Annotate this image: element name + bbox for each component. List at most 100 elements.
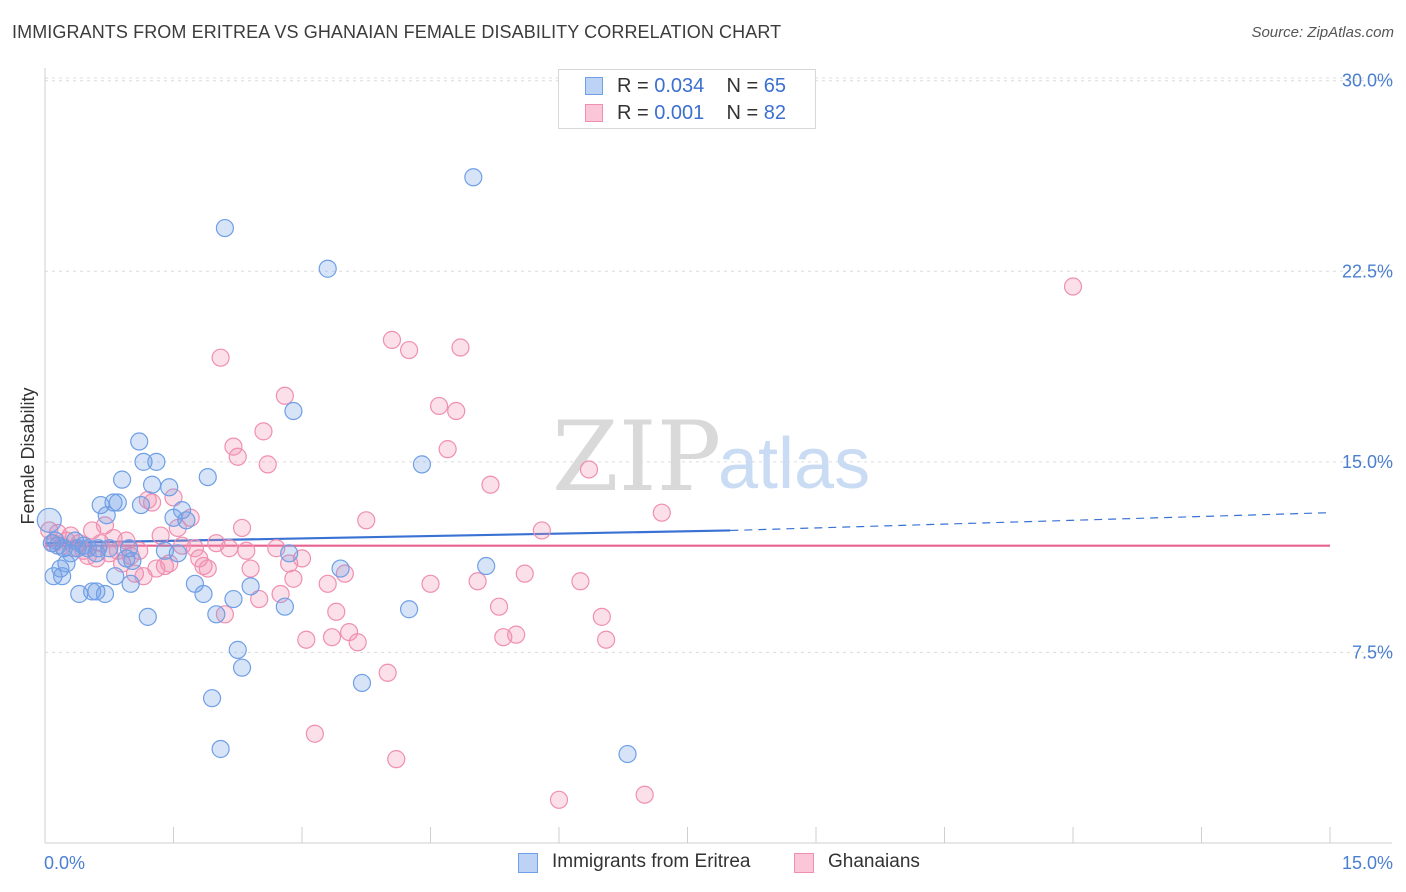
ghanaian-point (652, 503, 671, 522)
ghanaian-point (507, 625, 526, 644)
eritrea-point (142, 475, 162, 494)
ghanaian-point (164, 488, 183, 507)
eritrea-point (172, 501, 192, 520)
ghanaian-point (348, 633, 367, 652)
y-axis-label: Female Disability (18, 387, 38, 524)
eritrea-point (194, 584, 213, 604)
ghanaian-point (421, 574, 440, 593)
ghanaian-point (549, 790, 569, 809)
ghanaian-point (275, 386, 294, 405)
y-tick-label: 30.0% (1342, 71, 1393, 91)
ghanaian-legend-swatch (794, 853, 814, 873)
ghanaian-point (237, 541, 256, 560)
eritrea-point (160, 478, 179, 497)
y-tick-label: 7.5% (1352, 642, 1393, 662)
eritrea-point (177, 511, 196, 530)
eritrea-point (399, 600, 419, 619)
ghanaian-point (250, 589, 269, 609)
ghanaian-point (228, 447, 247, 466)
eritrea-point (207, 605, 226, 624)
eritrea-point (352, 673, 372, 693)
eritrea-point (104, 493, 123, 512)
eritrea-point (147, 452, 166, 471)
watermark: ZIP atlas (552, 401, 870, 513)
source-label: Source: ZipAtlas.com (1251, 24, 1394, 41)
ghanaian-point (232, 518, 252, 538)
ghanaian-point (468, 572, 487, 591)
eritrea-point (108, 493, 127, 512)
ghanaian-point (142, 493, 162, 512)
y-tick-label: 15.0% (1342, 452, 1393, 472)
trend-lines (44, 512, 1331, 547)
ghanaian-point (185, 539, 205, 558)
eritrea-point (121, 574, 140, 593)
eritrea-point (241, 577, 260, 596)
ghanaian-point (241, 559, 260, 578)
eritrea-point (123, 551, 142, 571)
eritrea-trendline-extension (730, 512, 1331, 532)
legend-ghanaian-text: R = 0.001 N = 82 (617, 102, 787, 124)
eritrea-point (51, 559, 70, 578)
eritrea-point (318, 259, 337, 278)
y-tick-label: 22.5% (1342, 261, 1393, 281)
ghanaian-point (305, 724, 324, 743)
ghanaian-point (198, 559, 217, 578)
eritrea-trendline (44, 529, 731, 545)
ghanaian-point (357, 511, 376, 530)
ghanaian-point (438, 440, 457, 459)
eritrea-swatch (585, 77, 603, 95)
eritrea-point (106, 567, 125, 586)
ghanaian-point (579, 460, 599, 479)
ghanaian-point (451, 338, 470, 357)
ghanaian-legend-label: Ghanaians (828, 851, 920, 872)
ghanaian-points (40, 277, 1083, 809)
eritrea-legend-swatch (518, 853, 538, 873)
ghanaian-point (481, 475, 500, 494)
eritrea-point (134, 452, 153, 471)
ghanaian-point (1063, 277, 1083, 296)
ghanaian-point (399, 340, 419, 360)
eritrea-point (198, 467, 217, 487)
ghanaian-point (322, 628, 342, 647)
ghanaian-point (532, 521, 551, 540)
ghanaian-point (635, 785, 654, 804)
axes (44, 68, 1392, 844)
ghanaian-point (387, 750, 406, 769)
ghanaian-point (382, 330, 402, 349)
watermark-atlas: atlas (718, 424, 870, 504)
eritrea-point (464, 168, 483, 187)
eritrea-point (275, 597, 294, 616)
ghanaian-point (429, 396, 449, 416)
ghanaian-point (258, 455, 277, 474)
eritrea-point (87, 544, 106, 563)
ghanaian-point (447, 401, 466, 421)
eritrea-legend-label: Immigrants from Eritrea (552, 851, 751, 872)
eritrea-point (412, 455, 432, 474)
eritrea-point (232, 658, 252, 677)
eritrea-point (57, 554, 76, 573)
x-tick-label: 0.0% (44, 853, 85, 873)
ghanaian-point (318, 574, 337, 593)
eritrea-point (477, 556, 496, 576)
ghanaian-point (489, 597, 509, 616)
ghanaian-swatch (585, 104, 603, 122)
ghanaian-point (151, 526, 170, 545)
ghanaian-point (592, 607, 611, 626)
ghanaian-point (597, 630, 616, 649)
legend-eritrea-text: R = 0.034 N = 65 (617, 75, 787, 97)
ghanaian-point (571, 572, 590, 591)
watermark-zip: ZIP (552, 401, 721, 513)
ghanaian-point (284, 569, 303, 588)
ghanaian-point (378, 663, 397, 682)
eritrea-point (618, 744, 637, 764)
ghanaian-point (297, 630, 316, 649)
ghanaian-point (211, 348, 230, 367)
eritrea-point (112, 470, 132, 489)
eritrea-point (284, 401, 303, 421)
eritrea-point (215, 218, 234, 238)
ghanaian-point (224, 437, 243, 456)
eritrea-point (228, 640, 247, 659)
ghanaian-point (220, 539, 239, 558)
x-tick-label: 15.0% (1342, 853, 1393, 873)
